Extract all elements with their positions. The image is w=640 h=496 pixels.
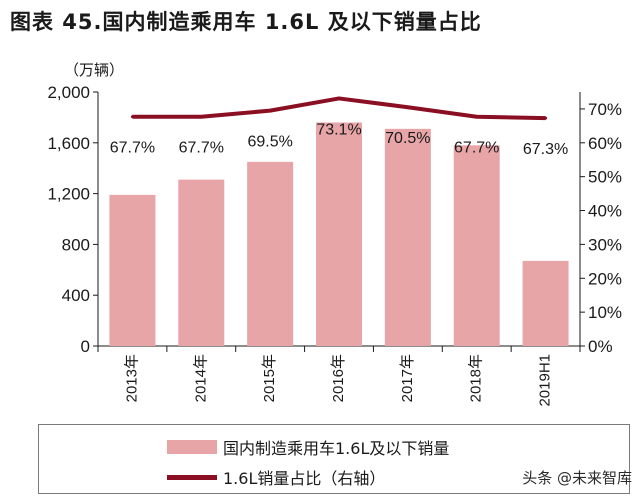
left-axis-tick-label: 1,600 — [47, 134, 90, 153]
watermark: 头条 @未来智库 — [522, 469, 632, 487]
x-axis-tick-label: 2016年 — [330, 354, 347, 402]
right-axis-tick-label: 0% — [588, 337, 613, 356]
bar — [522, 260, 569, 346]
line-point — [268, 109, 272, 113]
right-axis-tick-label: 10% — [588, 303, 622, 322]
legend: 国内制造乘用车1.6L及以下销量 1.6L销量占比（右轴） — [38, 424, 630, 494]
x-axis-tick-label: 2019H1 — [537, 354, 554, 407]
left-axis-tick-label: 0 — [81, 337, 90, 356]
left-axis-tick-label: 800 — [62, 235, 90, 254]
bar — [384, 128, 431, 346]
bar-series — [109, 122, 569, 346]
bar — [453, 145, 500, 346]
legend-bar-swatch — [167, 440, 217, 454]
line-point — [475, 115, 479, 119]
x-axis-tick-label: 2018年 — [468, 354, 485, 402]
left-axis-unit: （万辆） — [64, 61, 124, 79]
right-axis-tick-label: 20% — [588, 269, 622, 288]
line-data-label: 67.3% — [523, 141, 568, 158]
legend-line-label: 1.6L销量占比（右轴） — [223, 469, 386, 488]
chart-title: 图表 45.国内制造乘用车 1.6L 及以下销量占比 — [10, 10, 482, 34]
legend-bar-label: 国内制造乘用车1.6L及以下销量 — [223, 439, 450, 458]
bar — [316, 122, 362, 346]
line-data-label: 69.5% — [247, 134, 292, 151]
left-axis-tick-label: 1,200 — [47, 185, 90, 204]
line-data-label: 67.7% — [110, 140, 155, 157]
right-axis-tick-label: 40% — [588, 202, 622, 221]
line-data-label: 67.7% — [454, 140, 499, 157]
x-axis-tick-label: 2013年 — [123, 354, 140, 402]
legend-item-line: 1.6L销量占比（右轴） — [167, 465, 385, 489]
right-axis-tick-label: 60% — [588, 134, 622, 153]
line-point — [337, 96, 341, 100]
right-axis-tick-label: 70% — [588, 100, 622, 119]
line-point — [406, 105, 410, 109]
line-data-label: 73.1% — [316, 121, 361, 138]
line-data-label: 67.7% — [179, 140, 224, 157]
line-series — [130, 96, 548, 121]
left-axis-tick-label: 2,000 — [47, 83, 90, 102]
x-axis-tick-label: 2015年 — [261, 354, 278, 402]
share-line — [132, 96, 546, 121]
line-data-label: 70.5% — [385, 130, 430, 147]
legend-item-bar: 国内制造乘用车1.6L及以下销量 — [167, 435, 449, 459]
line-point — [130, 115, 134, 119]
right-axis-tick-label: 50% — [588, 168, 622, 187]
line-point — [199, 115, 203, 119]
line-point — [544, 116, 548, 120]
chart-area: （万辆） 0 400 800 1,200 1,600 2,000 0% 10% 20% 30% 40%… — [47, 61, 622, 407]
x-axis-tick-label: 2014年 — [192, 354, 209, 402]
bar — [109, 194, 156, 346]
x-axis-tick-label: 2017年 — [399, 354, 416, 402]
right-axis-tick-label: 30% — [588, 235, 622, 254]
legend-line-swatch — [167, 474, 217, 480]
data-labels: 67.7% 67.7% 69.5% 73.1% 70.5% 67.7% 67.3% — [110, 121, 569, 158]
bar — [247, 161, 294, 346]
bar — [178, 179, 225, 346]
left-axis-tick-label: 400 — [62, 286, 90, 305]
